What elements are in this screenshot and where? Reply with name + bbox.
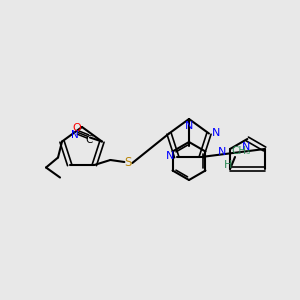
Text: S: S [125, 157, 132, 169]
Text: N: N [166, 151, 174, 161]
Text: O: O [73, 123, 81, 133]
Text: N: N [185, 121, 193, 131]
Text: CH₃: CH₃ [231, 146, 250, 156]
Text: N: N [71, 130, 79, 140]
Text: N: N [218, 147, 226, 157]
Text: C: C [85, 134, 93, 145]
Text: N: N [242, 142, 250, 152]
Text: H: H [224, 160, 232, 170]
Text: N: N [212, 128, 220, 137]
